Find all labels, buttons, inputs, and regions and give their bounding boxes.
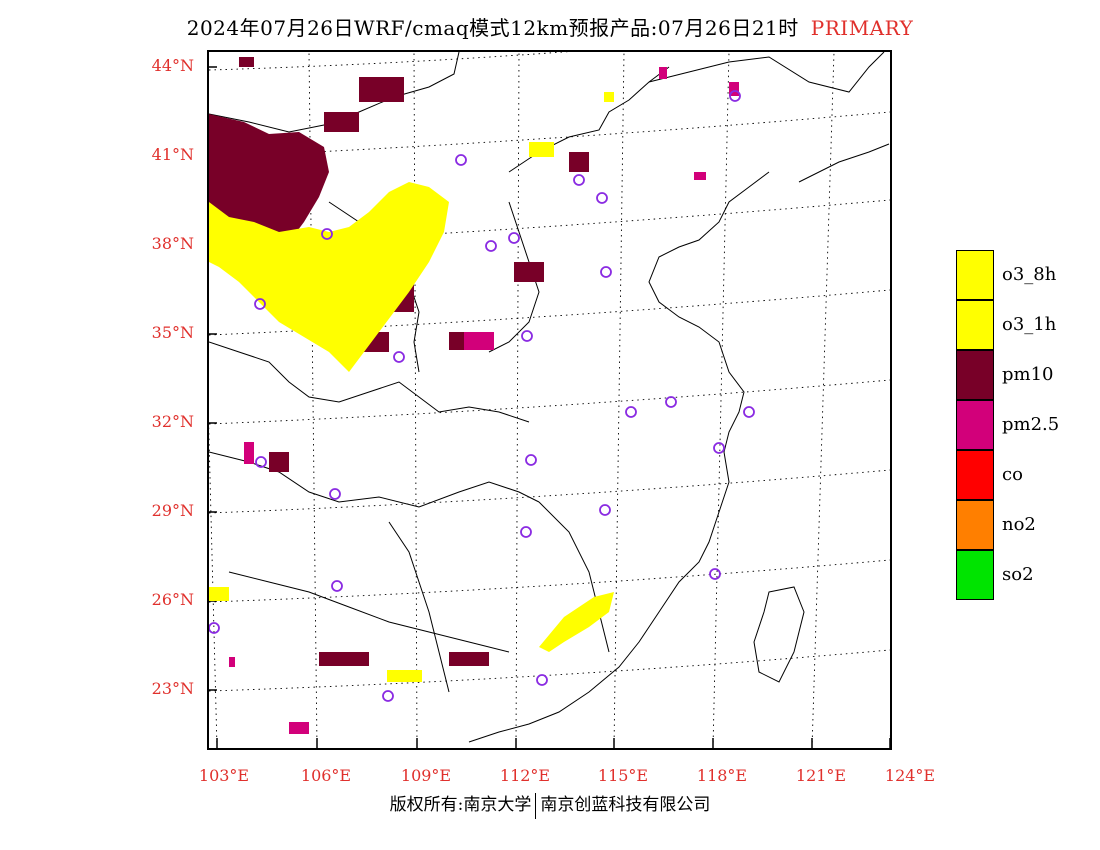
legend-item-pm25: pm2.5 xyxy=(956,400,1096,450)
legend-label: o3_1h xyxy=(1002,314,1057,335)
legend-swatch xyxy=(956,500,994,550)
legend-item-pm10: pm10 xyxy=(956,350,1096,400)
legend-label: so2 xyxy=(1002,564,1034,585)
station-markers xyxy=(209,90,755,702)
pm25-regions xyxy=(229,67,739,734)
lat-label-32: 32°N xyxy=(151,412,194,431)
legend-label: pm10 xyxy=(1002,364,1054,385)
o3-regions xyxy=(209,92,614,682)
lon-label-121: 121°E xyxy=(795,766,847,785)
lat-label-26: 26°N xyxy=(151,590,194,609)
lat-label-41: 41°N xyxy=(151,145,194,164)
copyright-right: 南京创蓝科技有限公司 xyxy=(540,795,711,815)
lat-label-29: 29°N xyxy=(151,501,194,520)
legend-item-so2: so2 xyxy=(956,550,1096,600)
legend-label: no2 xyxy=(1002,514,1036,535)
lon-label-103: 103°E xyxy=(198,766,250,785)
legend-swatch xyxy=(956,400,994,450)
legend-swatch xyxy=(956,550,994,600)
title-tag: PRIMARY xyxy=(810,16,914,40)
forecast-map xyxy=(209,52,890,748)
legend-swatch xyxy=(956,450,994,500)
map-panel xyxy=(207,50,892,750)
map-title: 2024年07月26日WRF/cmaq模式12km预报产品:07月26日21时 P… xyxy=(0,12,1100,41)
footer-divider xyxy=(535,792,537,819)
legend-label: pm2.5 xyxy=(1002,414,1060,435)
lat-label-38: 38°N xyxy=(151,234,194,253)
copyright-footer: 版权所有:南京大学 南京创蓝科技有限公司 xyxy=(0,790,1100,819)
lon-label-115: 115°E xyxy=(597,766,649,785)
lat-label-35: 35°N xyxy=(151,323,194,342)
title-main: 2024年07月26日WRF/cmaq模式12km预报产品:07月26日21时 xyxy=(186,16,799,40)
legend-swatch xyxy=(956,300,994,350)
lat-label-23: 23°N xyxy=(151,679,194,698)
legend-item-co: co xyxy=(956,450,1096,500)
lat-label-44: 44°N xyxy=(151,56,194,75)
legend: o3_8h o3_1h pm10 pm2.5 co no2 so2 xyxy=(956,250,1096,600)
legend-item-no2: no2 xyxy=(956,500,1096,550)
copyright-left: 版权所有:南京大学 xyxy=(389,795,532,815)
legend-item-o3-1h: o3_1h xyxy=(956,300,1096,350)
legend-label: co xyxy=(1002,464,1023,485)
legend-swatch xyxy=(956,350,994,400)
lon-label-109: 109°E xyxy=(400,766,452,785)
lon-label-124: 124°E xyxy=(884,766,936,785)
lon-label-112: 112°E xyxy=(499,766,551,785)
legend-label: o3_8h xyxy=(1002,264,1057,285)
lon-label-106: 106°E xyxy=(300,766,352,785)
legend-swatch xyxy=(956,250,994,300)
lon-label-118: 118°E xyxy=(696,766,748,785)
graticule xyxy=(209,52,890,748)
legend-item-o3-8h: o3_8h xyxy=(956,250,1096,300)
